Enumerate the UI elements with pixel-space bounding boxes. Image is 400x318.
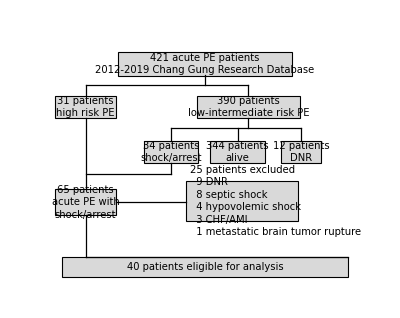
- Text: 25 patients excluded
  9 DNR
  8 septic shock
  4 hypovolemic shock
  3 CHF/AMI
: 25 patients excluded 9 DNR 8 septic shoc…: [190, 165, 361, 237]
- Text: 421 acute PE patients
2012-2019 Chang Gung Research Database: 421 acute PE patients 2012-2019 Chang Gu…: [95, 53, 315, 75]
- Text: 12 patients
DNR: 12 patients DNR: [273, 141, 330, 163]
- Text: 34 patients
shock/arrest: 34 patients shock/arrest: [140, 141, 202, 163]
- FancyBboxPatch shape: [56, 96, 116, 118]
- FancyBboxPatch shape: [281, 141, 321, 163]
- FancyBboxPatch shape: [210, 141, 265, 163]
- FancyBboxPatch shape: [56, 189, 116, 215]
- FancyBboxPatch shape: [197, 96, 300, 118]
- FancyBboxPatch shape: [62, 257, 348, 277]
- Text: 390 patients
low-intermediate risk PE: 390 patients low-intermediate risk PE: [188, 96, 309, 118]
- Text: 31 patients
high risk PE: 31 patients high risk PE: [56, 96, 115, 118]
- FancyBboxPatch shape: [118, 52, 292, 75]
- Text: 40 patients eligible for analysis: 40 patients eligible for analysis: [127, 262, 283, 272]
- Text: 65 patients
acute PE with
shock/arrest: 65 patients acute PE with shock/arrest: [52, 185, 120, 220]
- FancyBboxPatch shape: [186, 181, 298, 221]
- FancyBboxPatch shape: [144, 141, 198, 163]
- Text: 344 patients
alive: 344 patients alive: [206, 141, 269, 163]
